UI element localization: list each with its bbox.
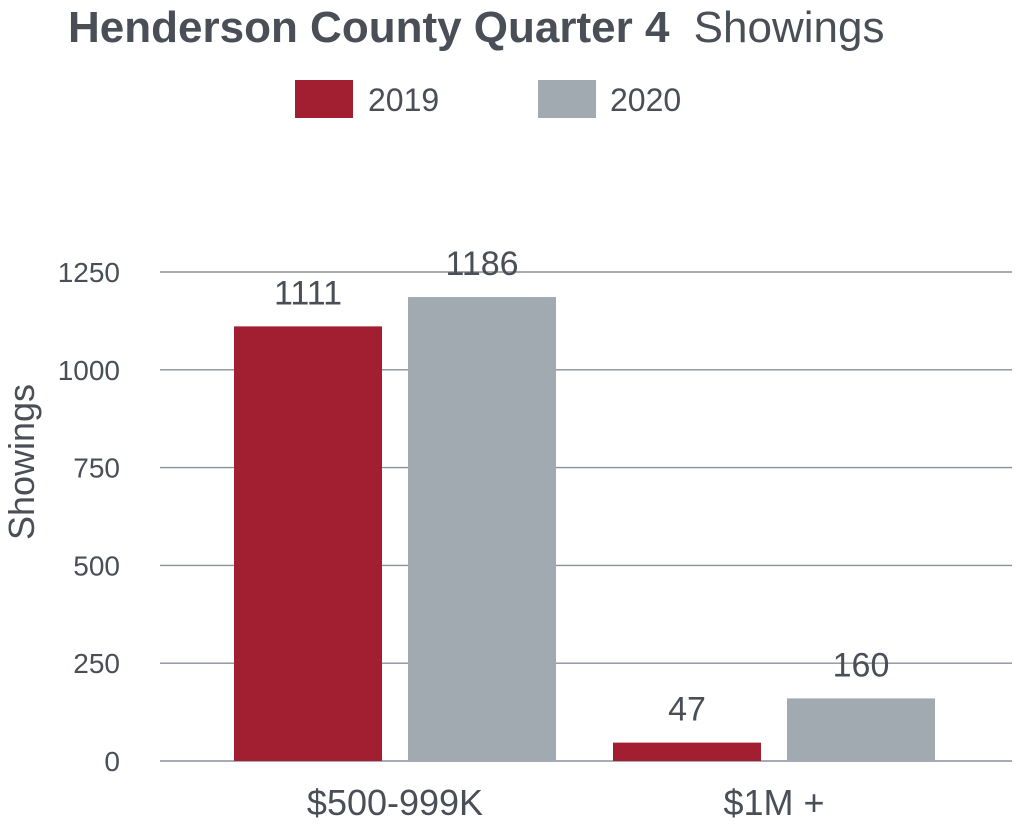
y-tick-label: 500 xyxy=(73,550,120,581)
chart-title-bold: Henderson County Quarter 4 xyxy=(68,3,670,52)
y-tick-label: 0 xyxy=(104,746,120,777)
data-label: 47 xyxy=(668,691,706,729)
legend-label-2020: 2020 xyxy=(610,82,681,118)
x-axis-ticks: $500-999K $1M + xyxy=(307,782,825,823)
data-labels: 1111 1186 47 160 xyxy=(274,245,889,729)
x-tick-label: $500-999K xyxy=(307,782,483,823)
data-label: 1186 xyxy=(445,245,518,283)
bar-2019-0 xyxy=(234,326,382,761)
bar-2019-1 xyxy=(613,742,761,761)
bar-2020-0 xyxy=(408,297,556,761)
y-tick-label: 750 xyxy=(73,453,120,484)
legend-label-2019: 2019 xyxy=(368,82,439,118)
y-axis-label: Showings xyxy=(1,384,42,540)
data-label: 160 xyxy=(833,646,890,684)
y-tick-label: 1250 xyxy=(58,257,120,288)
legend-swatch-2020 xyxy=(538,80,596,118)
legend: 2019 2020 xyxy=(295,80,681,118)
bars xyxy=(234,297,935,761)
legend-swatch-2019 xyxy=(295,80,353,118)
y-axis-ticks: 0 250 500 750 1000 1250 xyxy=(58,257,120,777)
y-tick-label: 1000 xyxy=(58,355,120,386)
bar-2020-1 xyxy=(787,698,935,761)
chart-title: Henderson County Quarter 4 Showings xyxy=(68,3,884,52)
y-tick-label: 250 xyxy=(73,648,120,679)
data-label: 1111 xyxy=(274,274,342,312)
chart-title-regular: Showings xyxy=(694,3,885,52)
x-tick-label: $1M + xyxy=(723,782,824,823)
